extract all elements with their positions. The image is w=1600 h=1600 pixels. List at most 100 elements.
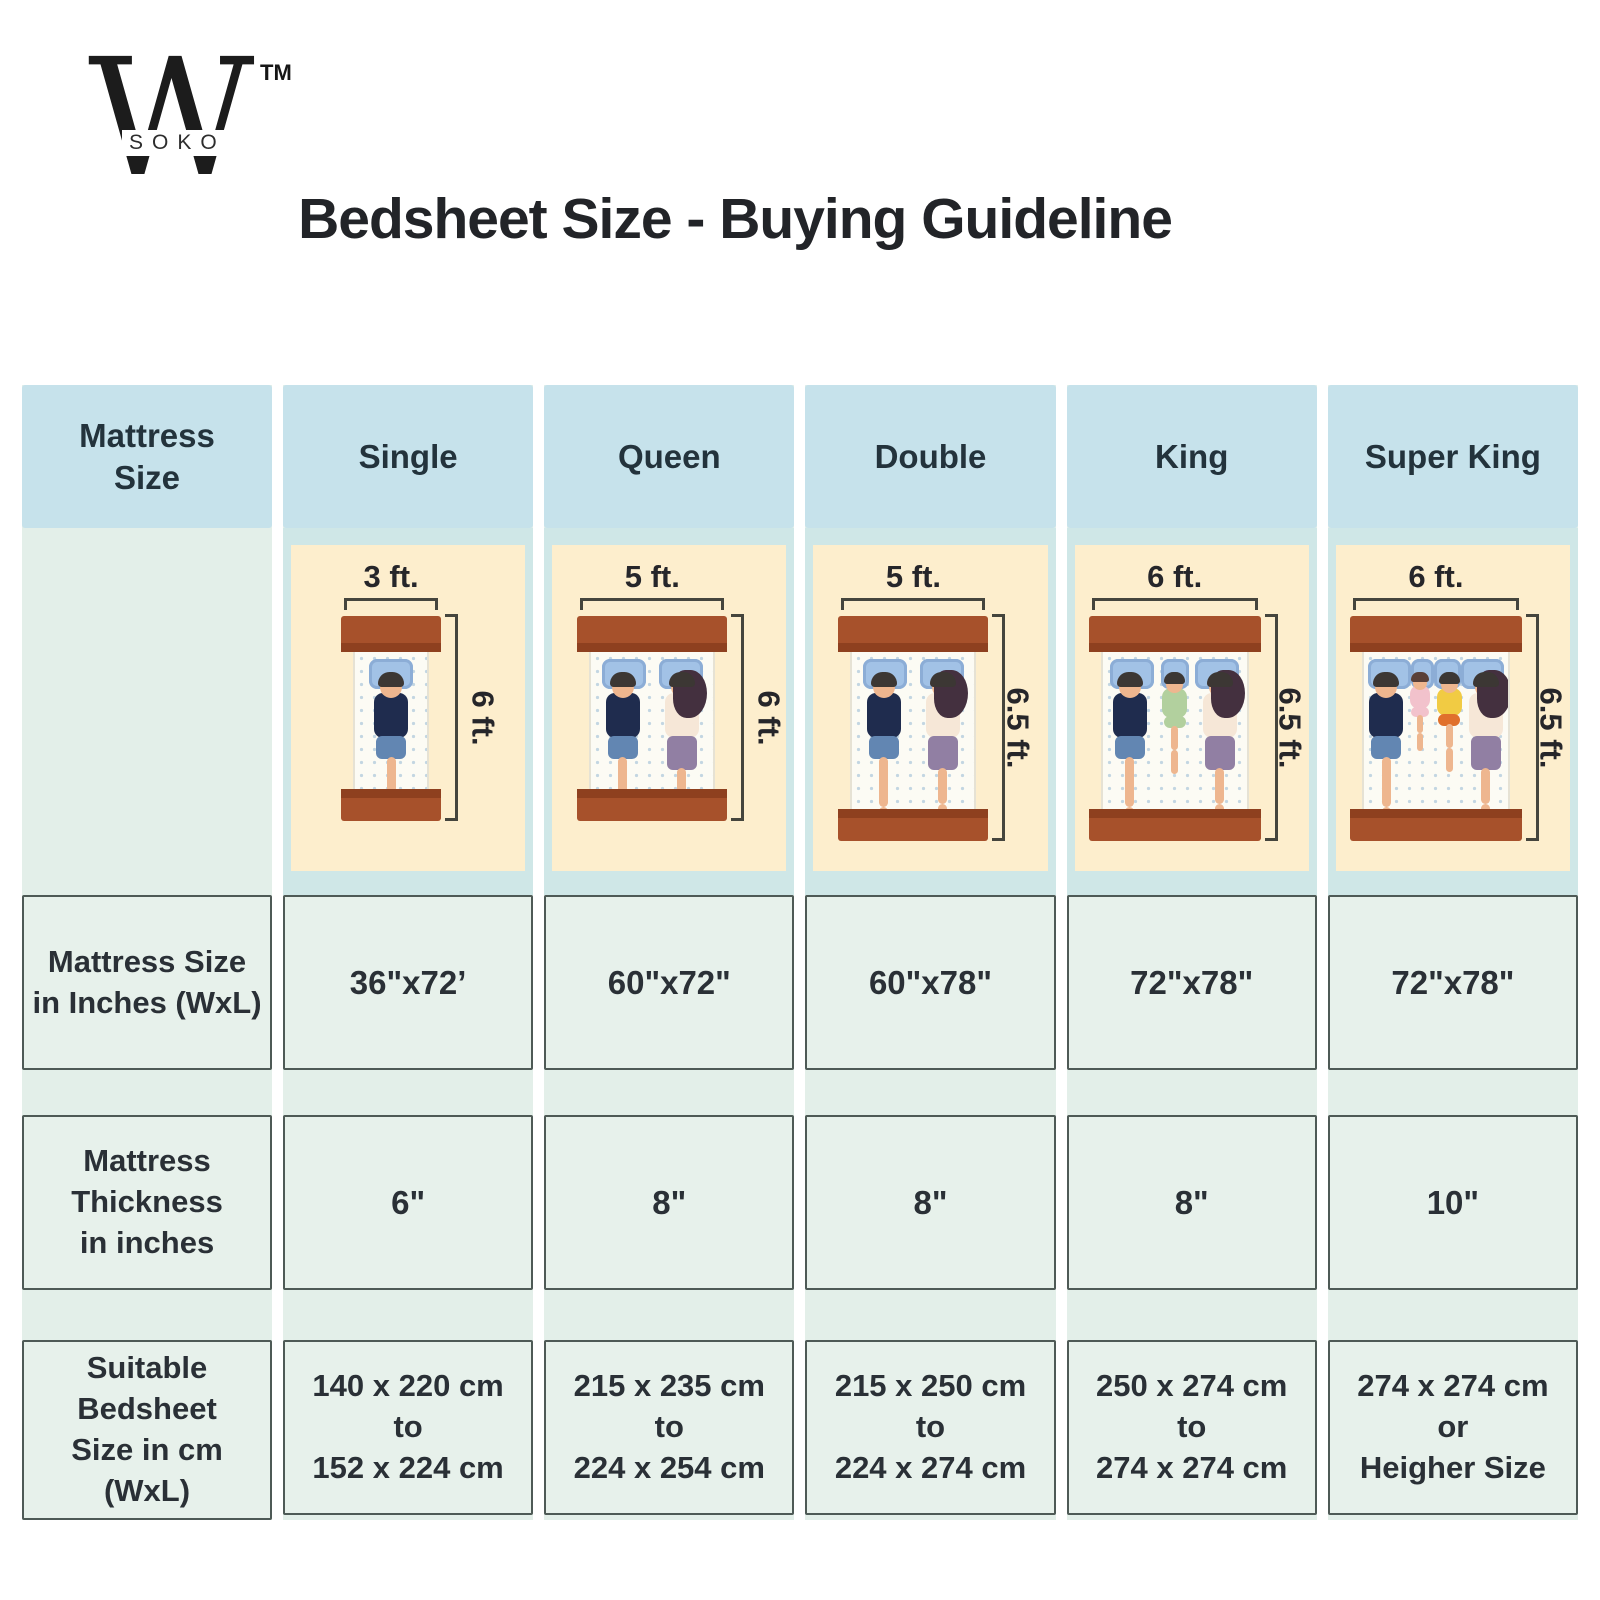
sleeper-head (1206, 670, 1245, 718)
sleeper-woman (1202, 670, 1245, 809)
sleeper-woman (1468, 670, 1508, 809)
bed-length-label: 6.5 ft. (1533, 687, 1569, 768)
width-bracket (344, 598, 439, 611)
sleeper-row (355, 672, 427, 789)
row-gap (805, 1290, 1055, 1340)
width-bracket (1352, 598, 1519, 611)
size-column: Single 3 ft. 6 ft. (283, 385, 534, 1520)
brand-monogram: W (88, 25, 254, 213)
bed-top-view (341, 616, 442, 821)
bed-top-view (1088, 616, 1261, 841)
cell-mattress-thickness: 10" (1327, 1115, 1578, 1290)
sleeper-pants (1114, 736, 1145, 759)
bed-length-label-wrap: 6.5 ft. (1249, 614, 1330, 841)
headboard (1088, 616, 1261, 652)
sleeper-head (1438, 672, 1460, 693)
sleeper-pants (666, 736, 697, 770)
bed-length-label-wrap: 6 ft. (455, 614, 510, 821)
sleeper-head (1116, 672, 1143, 698)
bed-width-label: 5 ft. (624, 559, 680, 594)
cell-bedsheet-size: 250 x 274 cm to 274 x 274 cm (1066, 1340, 1317, 1515)
row-gap (544, 1070, 794, 1115)
width-bracket (580, 598, 725, 611)
sleeper-row (1364, 670, 1508, 809)
size-column: King 6 ft. 6.5 ft. (1066, 385, 1317, 1520)
mattress (1100, 652, 1249, 809)
sleeper-pants (607, 736, 638, 759)
bed-illustration-panel: 3 ft. 6 ft. (291, 545, 526, 871)
footboard (1349, 809, 1522, 841)
sleeper-man (605, 672, 640, 789)
footboard (341, 789, 442, 821)
size-column: Double 5 ft. 6.5 ft. (805, 385, 1056, 1520)
sleeper-legs (1215, 768, 1225, 809)
sleeper-legs (1171, 726, 1179, 774)
sleeper-legs (1481, 768, 1491, 809)
length-bracket (992, 614, 1006, 841)
sleeper-row (591, 670, 713, 789)
sleeper-head (609, 672, 636, 698)
sleeper-torso (605, 693, 640, 738)
cell-mattress-inches: 60"x78" (805, 895, 1056, 1070)
column-header: King (1066, 385, 1317, 528)
sleeper-man (1112, 672, 1147, 809)
bed-figure: 3 ft. 6 ft. (341, 559, 501, 821)
brand-name: SOKO (122, 130, 233, 156)
cell-mattress-thickness: 8" (544, 1115, 795, 1290)
sleeper-legs (618, 757, 628, 789)
sleeper-pants (1438, 714, 1461, 726)
bed-illustration-cell: 6 ft. 6.5 ft. (1066, 528, 1317, 895)
cell-mattress-inches: 72"x78" (1327, 895, 1578, 1070)
length-bracket (1525, 614, 1539, 841)
mattress (850, 652, 977, 809)
sleeper-woman (664, 670, 707, 789)
bed-illustration-cell: 5 ft. 6 ft. (544, 528, 795, 895)
row-gap (1067, 1290, 1317, 1340)
bed-illustration-panel: 6 ft. 6.5 ft. (1074, 545, 1309, 871)
corner-header-mattress-size: Mattress Size (22, 385, 272, 528)
sleeper-woman (925, 670, 968, 809)
bed-top-view (1349, 616, 1522, 841)
row-gap (283, 1290, 533, 1340)
sleeper-man (374, 672, 409, 789)
row-label-thickness: Mattress Thickness in inches (22, 1115, 272, 1290)
headboard (341, 616, 442, 652)
bed-illustration-panel: 5 ft. 6 ft. (552, 545, 787, 871)
bed-illustration-cell: 5 ft. 6.5 ft. (805, 528, 1056, 895)
row-gap (805, 1070, 1055, 1115)
sleeper-pants (927, 736, 958, 770)
bed-length-label: 6 ft. (751, 689, 787, 746)
brand-logo: W TM SOKO (88, 30, 308, 223)
sleeper-torso (374, 693, 409, 738)
trademark-mark: TM (260, 60, 292, 85)
sleeper-legs (1445, 724, 1453, 772)
sleeper-head (1164, 672, 1186, 693)
sleeper-legs (677, 768, 687, 789)
bed-length-label: 6.5 ft. (1000, 687, 1035, 768)
size-table: Mattress Size Mattress Size in Inches (W… (22, 385, 1578, 1520)
sleeper-head (929, 670, 968, 718)
sleeper-torso (1369, 693, 1404, 738)
row-label-column: Mattress Size Mattress Size in Inches (W… (22, 385, 272, 1520)
bed-width-label: 6 ft. (1147, 559, 1203, 594)
bed-top-view (577, 616, 728, 821)
size-column: Super King 6 ft. 6.5 (1327, 385, 1578, 1520)
sleeper-legs (879, 757, 889, 809)
sleeper-man (1369, 672, 1404, 809)
length-bracket (445, 614, 459, 821)
mattress (589, 652, 716, 789)
bed-width-label: 5 ft. (885, 559, 942, 594)
cell-mattress-thickness: 6" (283, 1115, 534, 1290)
bed-width-label: 3 ft. (363, 559, 419, 594)
bed-length-label: 6.5 ft. (1272, 687, 1308, 768)
cell-mattress-inches: 36"x72’ (283, 895, 534, 1070)
sleeper-pants (1470, 736, 1501, 770)
mattress (353, 652, 430, 789)
cell-mattress-inches: 60"x72" (544, 895, 795, 1070)
sleeper-torso (1162, 688, 1188, 718)
cell-mattress-thickness: 8" (1066, 1115, 1317, 1290)
row-gap (283, 1070, 533, 1115)
cell-mattress-thickness: 8" (805, 1115, 1056, 1290)
bed-figure: 5 ft. 6.5 ft. (838, 559, 1035, 841)
footboard (577, 789, 728, 821)
